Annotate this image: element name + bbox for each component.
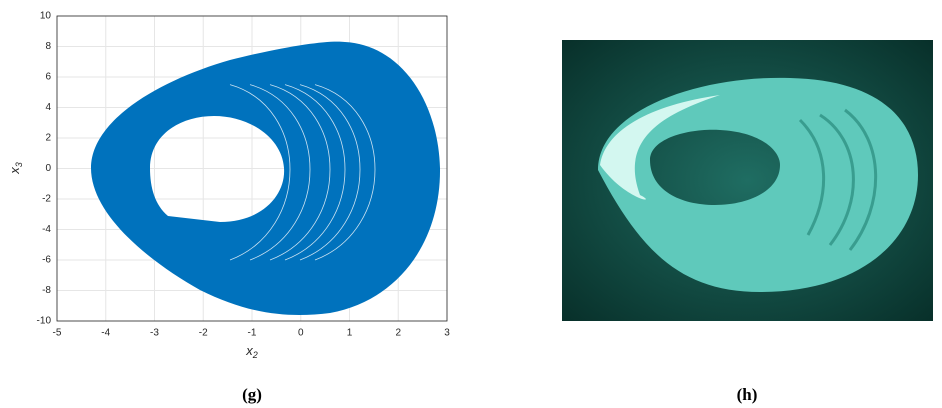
x-tick-label: 3: [444, 328, 450, 339]
caption: (g): [242, 385, 262, 404]
y-tick-label: 0: [45, 163, 51, 174]
y-tick-label: 8: [45, 41, 51, 52]
y-tick-label: 6: [45, 72, 51, 83]
x-tick-label: 0: [298, 328, 304, 339]
x-tick-label: 1: [347, 328, 353, 339]
caption: (h): [737, 385, 758, 404]
oscilloscope-photo: [562, 40, 933, 321]
x-tick-label: -2: [199, 328, 208, 339]
y-tick-label: -6: [42, 255, 51, 266]
x-axis-label: x2: [245, 343, 258, 360]
y-tick-label: -8: [42, 285, 51, 296]
y-tick-label: -4: [42, 224, 51, 235]
x-label-sub: 2: [252, 350, 258, 360]
y-tick-label: 4: [45, 102, 51, 113]
y-tick-label: 2: [45, 133, 51, 144]
y-tick-label: -10: [37, 316, 52, 327]
x-tick-label: -1: [248, 328, 257, 339]
x-tick-label: -4: [101, 328, 110, 339]
y-axis-label: x3: [7, 162, 24, 175]
y-tick-label: -2: [42, 194, 51, 205]
y-label-sub: 3: [14, 162, 24, 167]
y-tick-label: 10: [40, 11, 52, 22]
figure: -5-4-3-2-10123-10-8-6-4-20246810 x2 x3 (…: [0, 0, 942, 408]
x-tick-label: -3: [150, 328, 159, 339]
x-tick-label: -5: [53, 328, 62, 339]
x-tick-label: 2: [395, 328, 401, 339]
